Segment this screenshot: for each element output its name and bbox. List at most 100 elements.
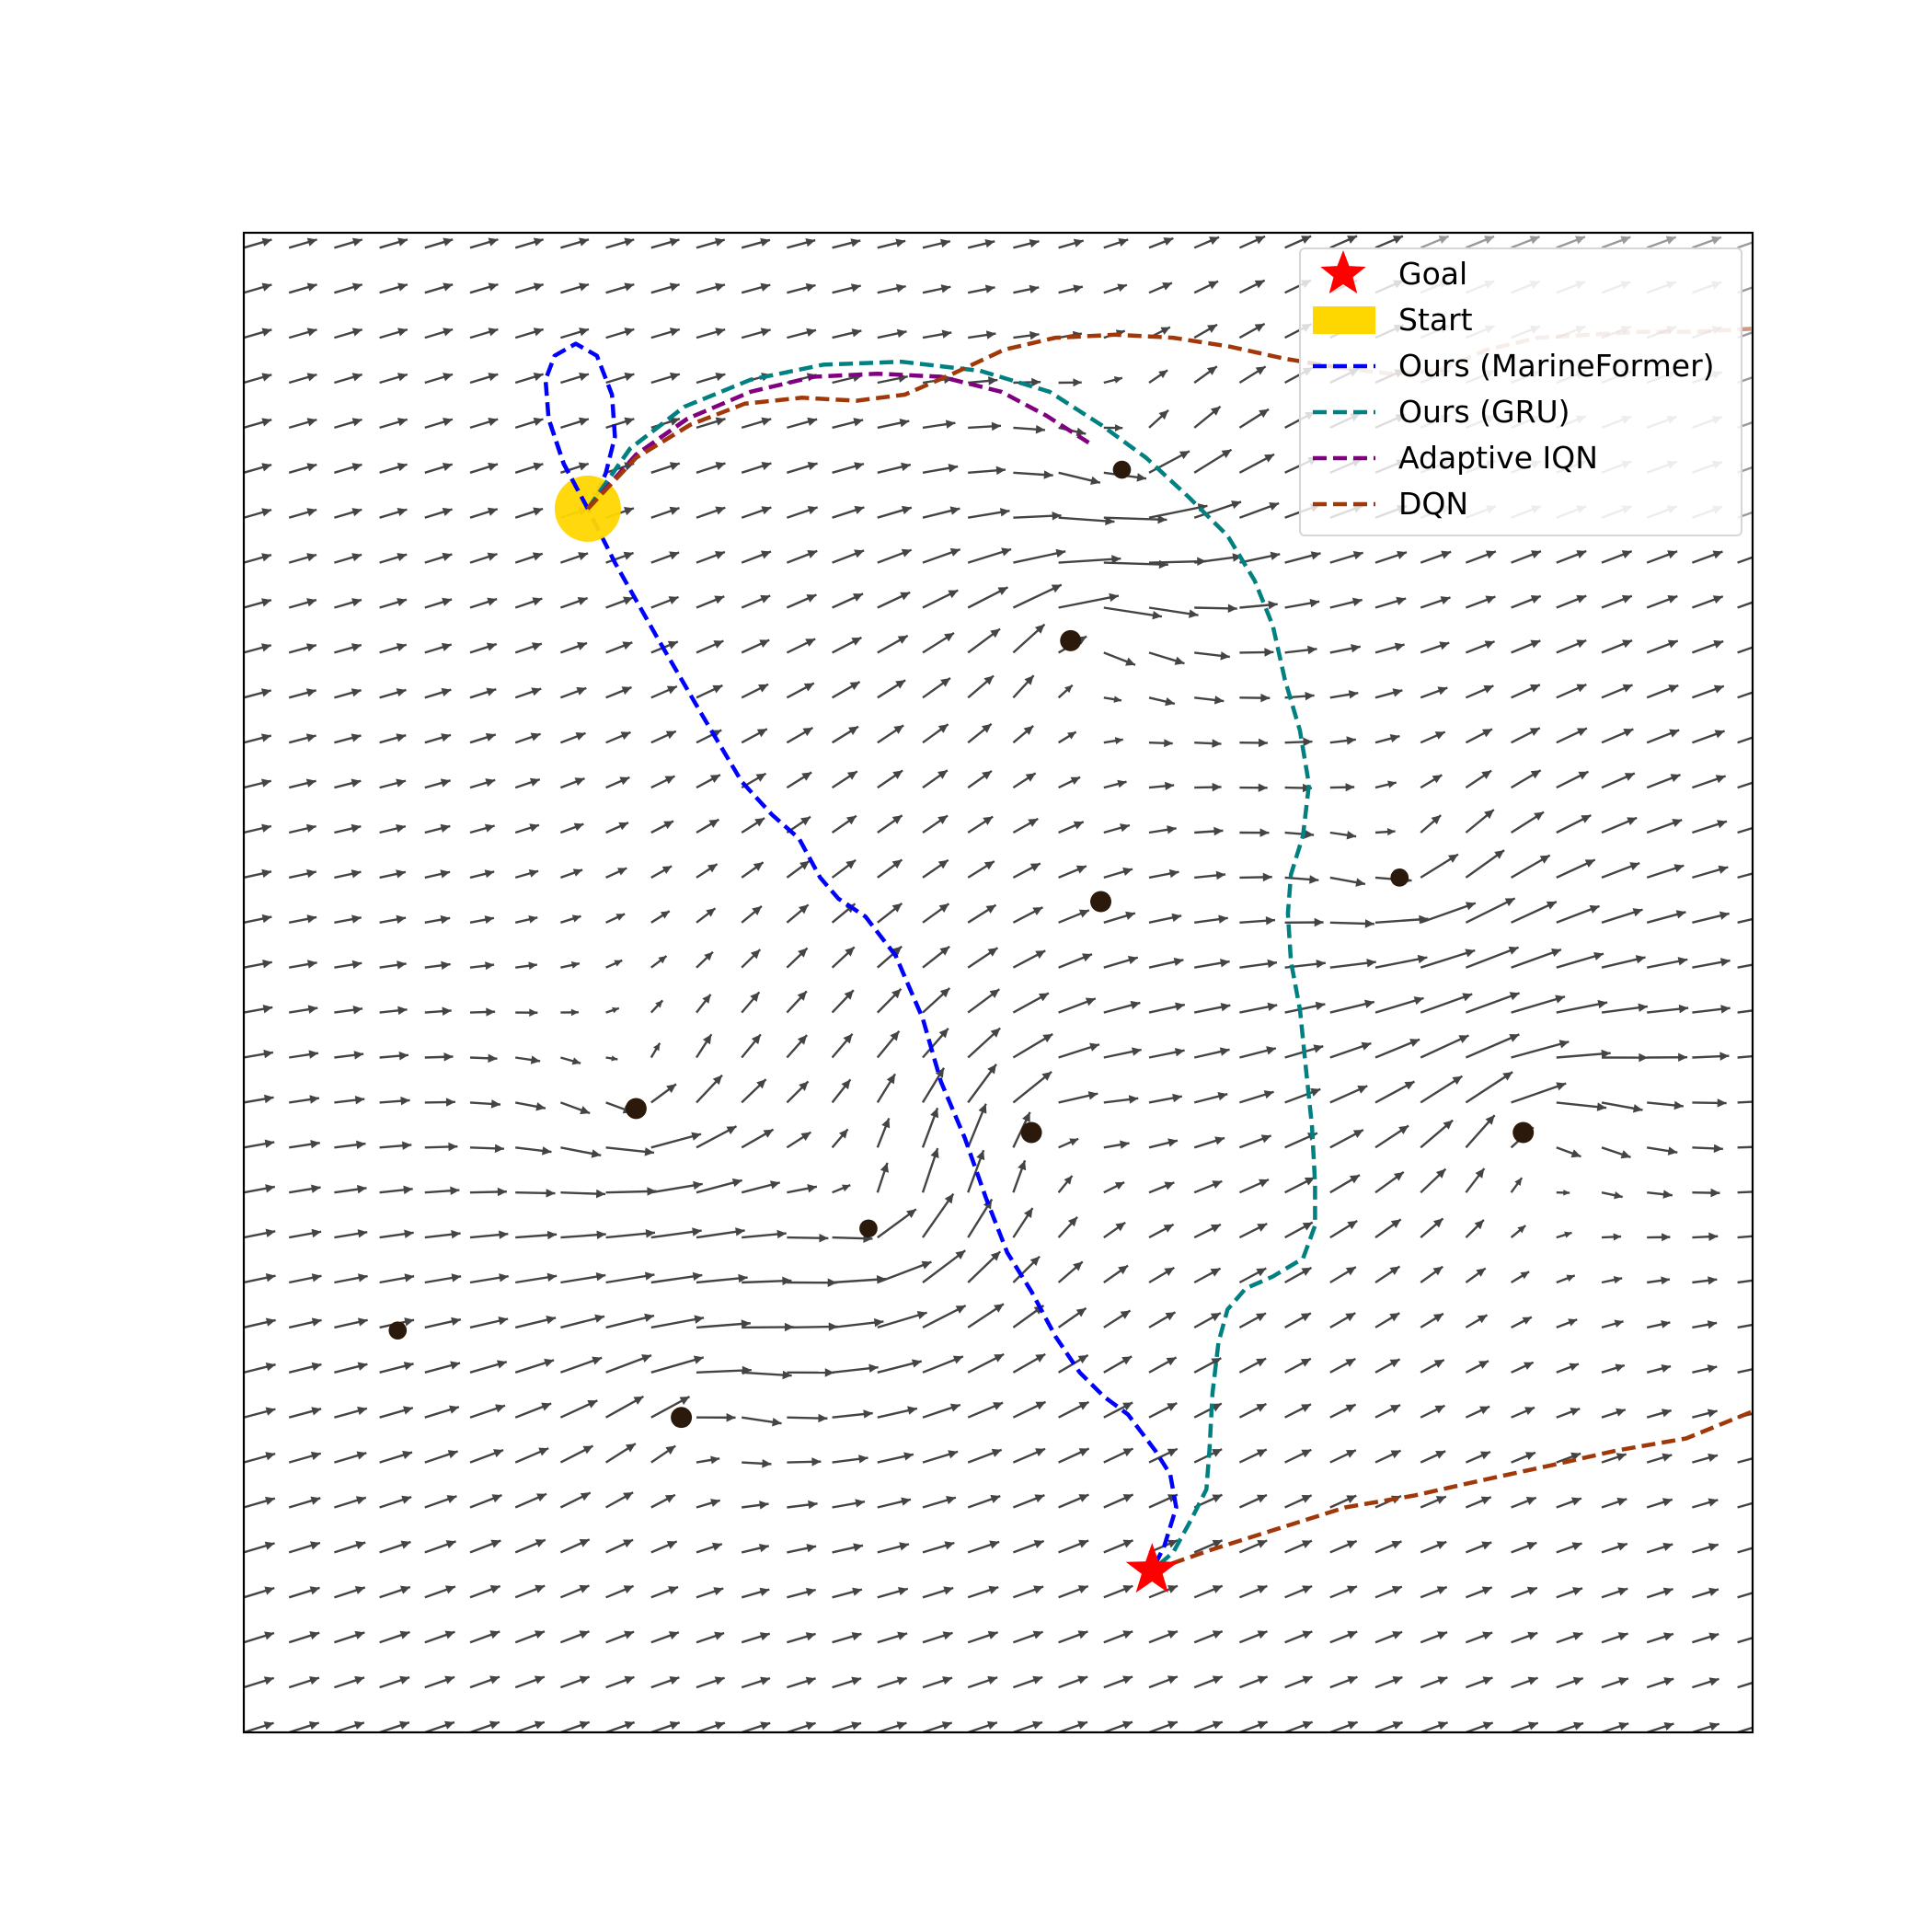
- current-arrow: [1103, 424, 1123, 432]
- current-arrow: [741, 237, 771, 249]
- current-arrow: [244, 1676, 275, 1689]
- current-arrow: [832, 1721, 862, 1732]
- legend: Goal Start Ours (MarineFormer) Ours (GRU…: [1299, 247, 1742, 536]
- current-arrow: [922, 903, 950, 924]
- current-arrow: [1511, 1586, 1538, 1599]
- current-arrow: [605, 417, 635, 430]
- current-arrow: [1284, 1357, 1312, 1374]
- current-arrow: [244, 1631, 275, 1644]
- current-arrow: [424, 462, 454, 474]
- current-arrow: [877, 1406, 918, 1419]
- current-arrow: [559, 1444, 594, 1464]
- current-arrow: [650, 1395, 691, 1419]
- current-arrow: [244, 1139, 275, 1149]
- current-arrow: [1374, 1038, 1420, 1059]
- current-arrow: [379, 823, 407, 834]
- current-arrow: [605, 1491, 634, 1509]
- current-arrow: [1239, 738, 1268, 748]
- current-arrow: [1420, 1404, 1446, 1419]
- current-arrow: [1193, 1179, 1223, 1194]
- current-arrow: [424, 642, 453, 654]
- current-arrow: [1646, 236, 1677, 249]
- current-arrow: [1691, 236, 1722, 249]
- current-arrow: [514, 462, 544, 474]
- current-arrow: [1148, 739, 1173, 748]
- current-arrow: [1601, 908, 1643, 924]
- current-arrow: [877, 1310, 927, 1329]
- current-arrow: [876, 1118, 891, 1148]
- current-arrow: [1511, 949, 1562, 969]
- current-arrow: [469, 1584, 501, 1599]
- current-arrow: [696, 417, 726, 430]
- current-arrow: [787, 328, 817, 339]
- current-arrow: [1238, 1448, 1268, 1464]
- current-arrow: [469, 507, 499, 519]
- current-arrow: [379, 869, 407, 880]
- current-arrow: [922, 464, 959, 474]
- current-arrow: [334, 1406, 368, 1419]
- current-arrow: [832, 505, 865, 519]
- current-arrow: [1284, 598, 1320, 609]
- current-arrow: [1374, 734, 1400, 744]
- current-arrow: [1058, 1042, 1100, 1059]
- current-arrow: [1374, 1585, 1403, 1599]
- current-arrow: [1601, 1677, 1629, 1689]
- current-arrow: [1058, 1584, 1089, 1599]
- current-arrow: [650, 372, 681, 385]
- current-arrow: [742, 1459, 772, 1468]
- current-arrow: [1511, 1721, 1539, 1732]
- current-arrow: [1103, 283, 1128, 294]
- current-arrow: [696, 372, 726, 385]
- current-arrow: [288, 914, 317, 924]
- current-arrow: [1057, 1215, 1078, 1238]
- current-arrow: [379, 237, 408, 249]
- current-arrow: [742, 1501, 769, 1510]
- current-arrow: [379, 418, 408, 430]
- current-arrow: [1556, 951, 1604, 969]
- current-arrow: [741, 1721, 771, 1732]
- current-arrow: [831, 1078, 852, 1104]
- current-arrow: [832, 636, 862, 654]
- current-arrow: [288, 418, 317, 430]
- current-arrow: [1329, 1675, 1358, 1689]
- current-arrow: [1148, 1720, 1179, 1732]
- current-arrow: [605, 867, 627, 879]
- current-arrow: [288, 463, 317, 474]
- current-arrow: [1556, 770, 1589, 789]
- current-arrow: [1057, 730, 1077, 744]
- current-arrow: [379, 328, 408, 339]
- current-arrow: [1012, 906, 1043, 924]
- current-arrow: [560, 961, 581, 969]
- current-arrow: [288, 282, 317, 294]
- current-arrow: [1420, 1265, 1443, 1283]
- current-arrow: [696, 1074, 723, 1104]
- current-arrow: [741, 638, 770, 654]
- current-arrow: [424, 960, 451, 971]
- current-arrow: [1601, 1146, 1631, 1159]
- current-arrow: [1329, 551, 1363, 564]
- current-arrow: [1601, 1276, 1623, 1284]
- current-arrow: [1148, 1402, 1178, 1419]
- current-arrow: [1511, 1040, 1570, 1059]
- current-arrow: [469, 1449, 504, 1464]
- current-arrow: [1691, 550, 1723, 564]
- current-arrow: [1103, 1221, 1126, 1239]
- current-arrow: [334, 1541, 366, 1554]
- current-arrow: [469, 732, 497, 744]
- current-arrow: [559, 1538, 591, 1554]
- current-arrow: [967, 1540, 1000, 1554]
- current-arrow: [288, 1451, 322, 1464]
- current-arrow: [379, 1273, 415, 1284]
- current-arrow: [559, 686, 587, 699]
- current-arrow: [1148, 1675, 1179, 1689]
- current-arrow: [469, 1099, 501, 1109]
- current-arrow: [877, 1542, 910, 1554]
- current-arrow: [650, 1227, 702, 1239]
- current-arrow: [1148, 1093, 1183, 1104]
- current-arrow: [1193, 1047, 1230, 1059]
- current-arrow: [922, 284, 951, 294]
- current-arrow: [650, 1042, 661, 1059]
- current-arrow: [877, 679, 906, 699]
- current-arrow: [967, 238, 995, 249]
- current-arrow: [967, 1303, 1005, 1328]
